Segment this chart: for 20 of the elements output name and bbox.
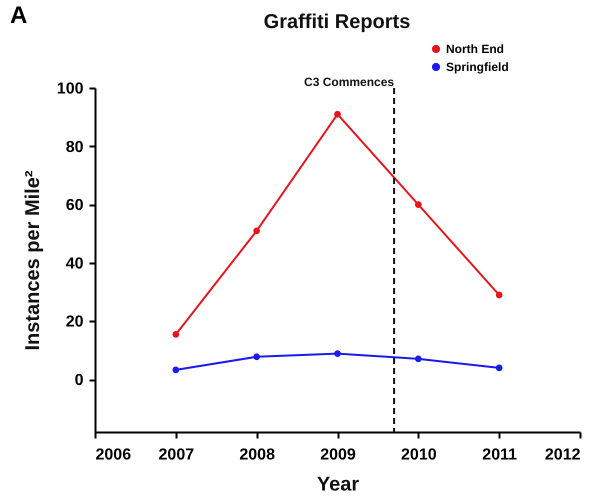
legend-label: North End	[446, 42, 504, 56]
y-axis-title: Instances per Mile²	[22, 170, 44, 351]
x-tick-label: 2007	[158, 446, 194, 464]
ref-line-label: C3 Commences	[304, 75, 394, 89]
y-tick-label: 20	[66, 314, 84, 331]
y-tick-label: 80	[66, 138, 84, 156]
x-tick-label: 2009	[320, 446, 356, 464]
chart-title: Graffiti Reports	[264, 11, 410, 33]
legend-label: Springfield	[446, 60, 509, 74]
y-tick-label: 100	[56, 80, 84, 98]
x-tick-label: 2010	[401, 446, 437, 464]
y-tick-label: 0	[74, 372, 84, 390]
x-axis-title: Year	[316, 474, 360, 496]
x-tick-label: 2008	[239, 446, 276, 464]
x-tick-label: 2011	[482, 446, 518, 464]
y-tick-label: 40	[66, 255, 84, 272]
x-tick-label: 2012	[544, 446, 581, 464]
y-tick-label: 60	[66, 197, 84, 214]
text: A	[10, 2, 28, 29]
x-tick-label: 2006	[96, 446, 132, 464]
